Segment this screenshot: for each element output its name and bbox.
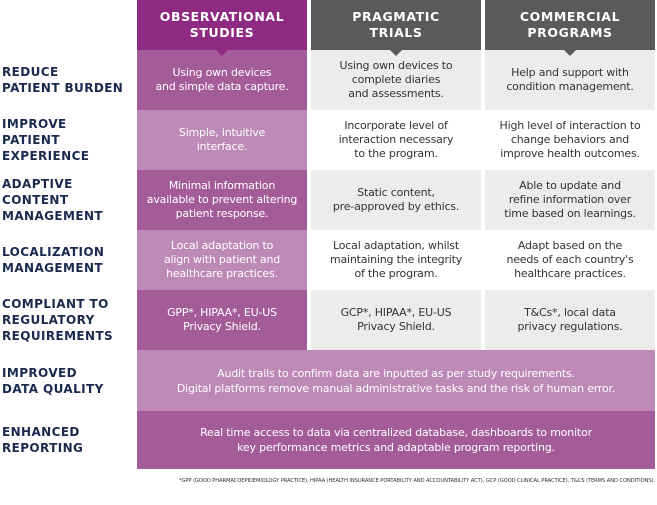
row-label-improve-patient-experience: IMPROVE PATIENT EXPERIENCE [2, 110, 132, 170]
cell-text: Minimal information available to prevent… [146, 179, 298, 220]
cell-observational: Local adaptation to align with patient a… [137, 230, 307, 290]
header-line: PROGRAMS [527, 25, 613, 40]
header-line: PRAGMATIC [352, 9, 440, 24]
cell-text: Simple, intuitive interface. [178, 126, 266, 153]
cell-text: Able to update and refine information ov… [504, 179, 636, 220]
merged-cell-data-quality: Audit trails to confirm data are inputte… [137, 350, 655, 411]
cell-pragmatic: Using own devices to complete diaries an… [311, 50, 481, 110]
column-header-observational-studies: OBSERVATIONAL STUDIES [137, 0, 307, 56]
cell-text: Local adaptation, whilst maintaining the… [329, 239, 463, 280]
row-label-improved-data-quality: IMPROVED DATA QUALITY [2, 350, 132, 411]
row-label-text: IMPROVE PATIENT EXPERIENCE [2, 117, 90, 163]
column-header-commercial-programs: COMMERCIAL PROGRAMS [485, 0, 655, 56]
cell-pragmatic: Incorporate level of interaction necessa… [311, 110, 481, 170]
cell-observational: Minimal information available to prevent… [137, 170, 307, 230]
row-label-enhanced-reporting: ENHANCED REPORTING [2, 411, 132, 469]
cell-commercial: Help and support with condition manageme… [485, 50, 655, 110]
header-line: TRIALS [369, 25, 423, 40]
cell-text: Help and support with condition manageme… [506, 66, 634, 93]
cell-text: Audit trails to confirm data are inputte… [176, 366, 616, 395]
cell-commercial: High level of interaction to change beha… [485, 110, 655, 170]
row-label-text: ENHANCED REPORTING [2, 425, 84, 455]
row-label-text: REDUCE PATIENT BURDEN [2, 65, 124, 95]
cell-text: Static content, pre-approved by ethics. [332, 186, 460, 213]
row-label-localization-management: LOCALIZATION MANAGEMENT [2, 230, 132, 290]
cell-commercial: Adapt based on the needs of each country… [485, 230, 655, 290]
row-label-text: COMPLIANT TO REGULATORY REQUIREMENTS [2, 297, 114, 343]
cell-text: Incorporate level of interaction necessa… [338, 119, 454, 160]
header-line: STUDIES [189, 25, 255, 40]
cell-text: Using own devices and simple data captur… [155, 66, 289, 93]
footnote: *GPP (GOOD PHARMACOEPIDEMIOLOGY PRACTICE… [178, 478, 655, 484]
notch-arrow-icon [390, 50, 402, 56]
cell-text: Real time access to data via centralized… [200, 426, 592, 454]
notch-arrow-icon [564, 50, 576, 56]
cell-text: Adapt based on the needs of each country… [506, 239, 634, 280]
row-label-adaptive-content-management: ADAPTIVE CONTENT MANAGEMENT [2, 170, 132, 230]
cell-observational: Using own devices and simple data captur… [137, 50, 307, 110]
cell-commercial: T&Cs*, local data privacy regulations. [485, 290, 655, 350]
row-label-text: ADAPTIVE CONTENT MANAGEMENT [2, 177, 103, 223]
row-label-text: IMPROVED DATA QUALITY [2, 365, 104, 396]
cell-observational: GPP*, HIPAA*, EU-US Privacy Shield. [137, 290, 307, 350]
cell-text: High level of interaction to change beha… [499, 119, 641, 160]
row-label-compliant-to-regulatory-requirements: COMPLIANT TO REGULATORY REQUIREMENTS [2, 290, 132, 350]
cell-text: GPP*, HIPAA*, EU-US Privacy Shield. [167, 306, 277, 333]
cell-commercial: Able to update and refine information ov… [485, 170, 655, 230]
column-header-pragmatic-trials: PRAGMATIC TRIALS [311, 0, 481, 56]
cell-text: Local adaptation to align with patient a… [163, 239, 281, 280]
cell-text: Using own devices to complete diaries an… [339, 59, 453, 100]
notch-arrow-icon [216, 50, 228, 56]
row-label-reduce-patient-burden: REDUCE PATIENT BURDEN [2, 50, 132, 110]
merged-cell-enhanced-reporting: Real time access to data via centralized… [137, 411, 655, 469]
header-line: COMMERCIAL [519, 9, 621, 24]
header-line: OBSERVATIONAL [159, 9, 285, 24]
cell-text: T&Cs*, local data privacy regulations. [517, 306, 623, 333]
cell-pragmatic: Static content, pre-approved by ethics. [311, 170, 481, 230]
cell-pragmatic: GCP*, HIPAA*, EU-US Privacy Shield. [311, 290, 481, 350]
row-label-text: LOCALIZATION MANAGEMENT [2, 245, 105, 275]
cell-pragmatic: Local adaptation, whilst maintaining the… [311, 230, 481, 290]
cell-observational: Simple, intuitive interface. [137, 110, 307, 170]
cell-text: GCP*, HIPAA*, EU-US Privacy Shield. [340, 306, 452, 333]
